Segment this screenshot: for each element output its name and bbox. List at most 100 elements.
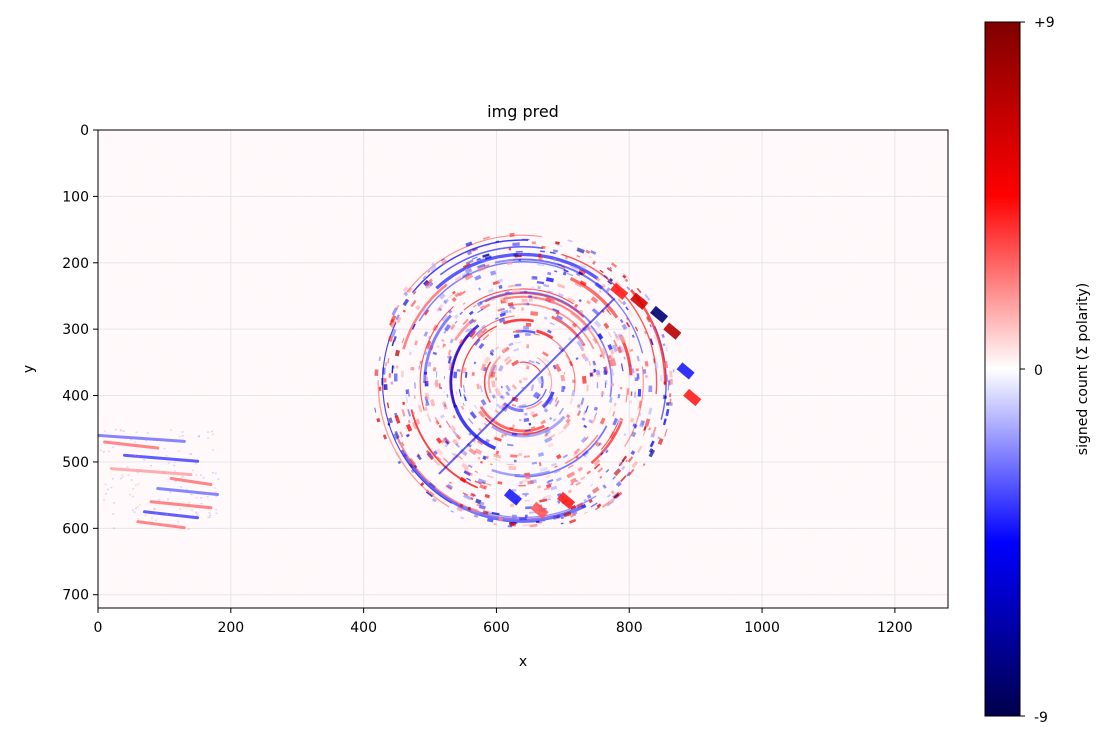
event-blob bbox=[621, 455, 628, 463]
event-blob bbox=[576, 404, 581, 408]
hand-blob bbox=[163, 471, 166, 473]
event-blob bbox=[461, 270, 470, 278]
event-blob bbox=[609, 278, 614, 282]
event-blob bbox=[529, 479, 537, 484]
event-blob bbox=[649, 324, 652, 328]
event-blob bbox=[669, 398, 672, 404]
event-blob bbox=[525, 365, 530, 370]
event-blob bbox=[395, 314, 400, 321]
hand-blob bbox=[181, 431, 184, 433]
event-blob bbox=[493, 453, 500, 457]
hand-blob bbox=[158, 498, 161, 501]
hand-blob bbox=[180, 486, 183, 488]
event-blob bbox=[465, 241, 473, 247]
event-blob bbox=[570, 482, 574, 486]
event-blob bbox=[423, 331, 429, 337]
event-blob bbox=[666, 374, 669, 382]
event-blob bbox=[409, 457, 417, 466]
hand-blob bbox=[185, 488, 188, 491]
event-blob bbox=[445, 484, 453, 491]
hand-blob bbox=[133, 511, 136, 513]
event-blob bbox=[438, 307, 443, 312]
event-blob bbox=[554, 465, 558, 468]
event-blob bbox=[500, 385, 503, 389]
event-blob bbox=[525, 475, 531, 480]
event-blob bbox=[445, 440, 450, 445]
hand-stripe bbox=[103, 440, 160, 450]
event-blob bbox=[597, 443, 601, 447]
event-blob bbox=[507, 302, 514, 306]
event-blob bbox=[402, 401, 406, 405]
event-blob bbox=[613, 339, 618, 348]
hand-blob bbox=[131, 509, 134, 511]
event-blob bbox=[412, 411, 415, 415]
event-blob bbox=[567, 239, 573, 243]
event-blob bbox=[519, 481, 523, 485]
hand-blob bbox=[112, 527, 115, 529]
event-blob bbox=[430, 265, 437, 272]
hand-blob bbox=[206, 496, 209, 498]
event-blob bbox=[489, 463, 493, 466]
hand-blob bbox=[155, 519, 157, 522]
hand-blob bbox=[191, 509, 194, 511]
event-blob bbox=[435, 290, 442, 296]
event-blob bbox=[527, 480, 534, 485]
event-blob bbox=[633, 424, 638, 429]
event-blob bbox=[410, 299, 417, 308]
event-blob bbox=[497, 481, 503, 485]
event-blob bbox=[428, 335, 431, 339]
event-blob bbox=[402, 298, 410, 307]
ripple-arc bbox=[439, 245, 544, 276]
event-blob bbox=[531, 241, 536, 245]
ripple-arc bbox=[537, 357, 553, 394]
event-blob bbox=[563, 371, 566, 375]
event-blob bbox=[396, 316, 402, 324]
event-blob bbox=[537, 485, 541, 489]
event-blob bbox=[619, 417, 624, 422]
event-blob bbox=[615, 280, 621, 287]
event-blob bbox=[444, 443, 449, 448]
event-blob bbox=[580, 436, 588, 444]
event-blob bbox=[606, 354, 612, 360]
hand-blob bbox=[122, 430, 125, 432]
event-blob bbox=[544, 429, 551, 435]
hand-blob bbox=[153, 508, 156, 510]
event-blob bbox=[466, 477, 471, 481]
event-blob bbox=[452, 430, 459, 437]
event-blob bbox=[482, 253, 490, 258]
event-blob bbox=[440, 386, 443, 390]
event-blob bbox=[657, 438, 664, 446]
event-blob bbox=[454, 320, 458, 324]
event-blob bbox=[383, 384, 388, 391]
event-blob bbox=[535, 361, 541, 365]
event-blob bbox=[473, 319, 477, 323]
event-blob bbox=[541, 401, 546, 407]
event-blob bbox=[593, 459, 601, 466]
event-blob bbox=[447, 355, 450, 359]
event-blob bbox=[595, 369, 601, 375]
event-blob bbox=[547, 290, 554, 293]
plot-frame bbox=[97, 129, 949, 609]
event-blob bbox=[462, 302, 466, 305]
hand-stripe bbox=[142, 510, 200, 520]
event-blob bbox=[452, 438, 459, 446]
event-blob bbox=[594, 412, 598, 418]
event-blob bbox=[615, 481, 622, 488]
event-blob bbox=[582, 450, 589, 457]
hand-blob bbox=[195, 511, 198, 514]
ripple-arc bbox=[526, 400, 543, 410]
event-blob bbox=[524, 499, 530, 502]
event-blob bbox=[501, 346, 510, 354]
event-blob bbox=[415, 304, 421, 311]
event-blob bbox=[620, 475, 627, 483]
hand-blob bbox=[208, 512, 211, 514]
event-blob bbox=[517, 406, 524, 408]
hand-blob bbox=[136, 471, 139, 474]
y-tick-label: 0 bbox=[80, 123, 89, 139]
event-blob bbox=[648, 427, 651, 431]
event-blob bbox=[520, 386, 525, 389]
event-blob bbox=[567, 489, 573, 494]
event-blob bbox=[405, 389, 409, 395]
event-blob bbox=[523, 417, 530, 423]
